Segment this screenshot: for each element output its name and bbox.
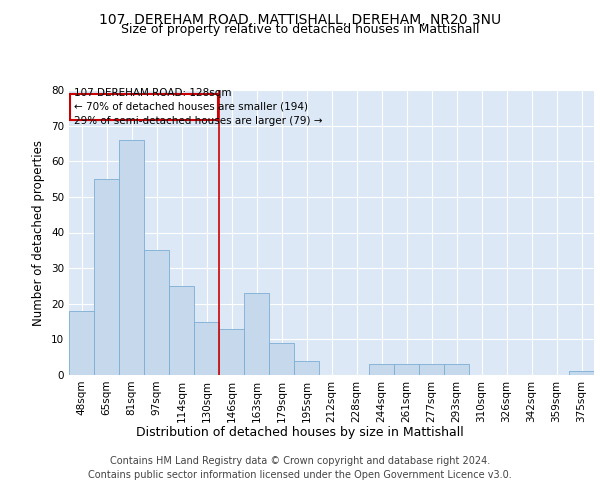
Bar xyxy=(419,364,444,375)
Text: Size of property relative to detached houses in Mattishall: Size of property relative to detached ho… xyxy=(121,22,479,36)
Text: Contains HM Land Registry data © Crown copyright and database right 2024.
Contai: Contains HM Land Registry data © Crown c… xyxy=(88,456,512,480)
Bar xyxy=(569,372,594,375)
Bar xyxy=(119,140,144,375)
Y-axis label: Number of detached properties: Number of detached properties xyxy=(32,140,46,326)
Bar xyxy=(219,328,244,375)
Bar xyxy=(94,179,119,375)
Bar xyxy=(194,322,219,375)
Bar xyxy=(394,364,419,375)
Text: 107 DEREHAM ROAD: 128sqm
← 70% of detached houses are smaller (194)
29% of semi-: 107 DEREHAM ROAD: 128sqm ← 70% of detach… xyxy=(74,88,323,126)
Text: Distribution of detached houses by size in Mattishall: Distribution of detached houses by size … xyxy=(136,426,464,439)
Bar xyxy=(444,364,469,375)
Bar xyxy=(244,293,269,375)
Bar xyxy=(69,311,94,375)
Bar xyxy=(169,286,194,375)
Bar xyxy=(144,250,169,375)
Bar xyxy=(369,364,394,375)
Bar xyxy=(294,361,319,375)
Text: 107, DEREHAM ROAD, MATTISHALL, DEREHAM, NR20 3NU: 107, DEREHAM ROAD, MATTISHALL, DEREHAM, … xyxy=(99,12,501,26)
Bar xyxy=(269,343,294,375)
FancyBboxPatch shape xyxy=(70,94,218,120)
